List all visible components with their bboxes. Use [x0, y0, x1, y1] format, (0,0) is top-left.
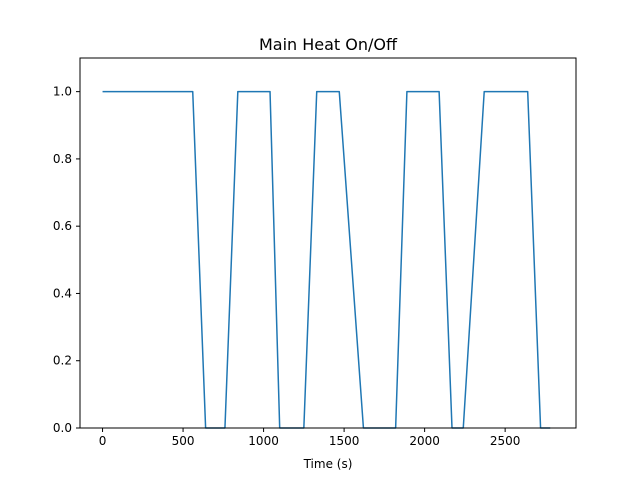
- series-line-0: [102, 90, 551, 429]
- y-axis-ticks: 0.0 0.2 0.4 0.6 0.8 1.0: [53, 85, 80, 435]
- x-tick-label: 2500: [490, 434, 521, 448]
- x-tick-label: 2000: [409, 434, 440, 448]
- axes-frame: [79, 57, 577, 429]
- plot-layer: [102, 90, 551, 429]
- y-tick-label: 0.0: [53, 421, 72, 435]
- x-tick-label: 1000: [248, 434, 279, 448]
- x-axis-ticks: 0 500 1000 1500 2000 2500: [99, 428, 521, 448]
- x-tick-label: 500: [172, 434, 195, 448]
- chart-title: Main Heat On/Off: [259, 35, 398, 54]
- y-tick-label: 0.6: [53, 219, 72, 233]
- y-tick-label: 1.0: [53, 85, 72, 99]
- y-tick-label: 0.4: [53, 286, 72, 300]
- y-tick-label: 0.2: [53, 354, 72, 368]
- x-axis-label: Time (s): [303, 457, 353, 471]
- x-tick-label: 1500: [329, 434, 360, 448]
- x-tick-label: 0: [99, 434, 107, 448]
- y-tick-label: 0.8: [53, 152, 72, 166]
